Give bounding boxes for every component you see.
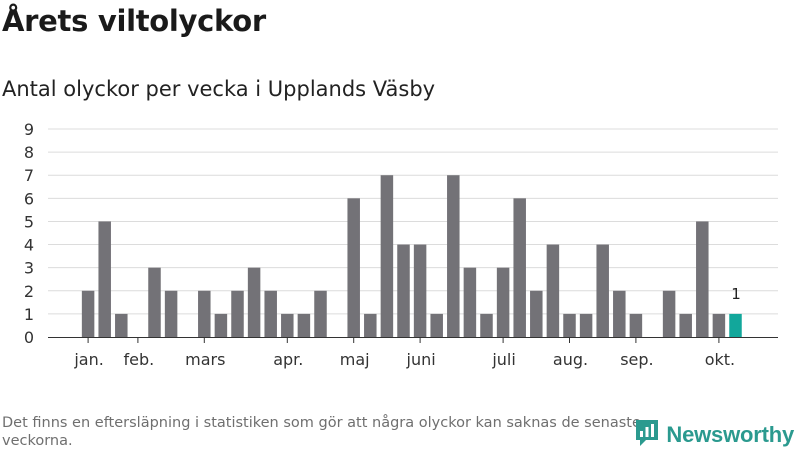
bar-week-10 [214, 313, 228, 337]
x-tick-label-okt.: okt. [705, 350, 735, 369]
footnote: Det finns en eftersläpning i statistiken… [2, 415, 641, 449]
x-tick-label-feb.: feb. [124, 350, 155, 369]
newsworthy-logo-icon [634, 418, 660, 452]
y-axis-ticks: 0 1 2 3 4 5 6 7 8 9 [24, 120, 34, 347]
y-tick-label-7: 7 [24, 166, 34, 185]
x-axis-ticks: jan. feb. mars apr. maj juni juli aug. sep. okt. [73, 337, 735, 369]
brand-name: Newsworthy [666, 422, 794, 447]
bar-week-14 [281, 313, 294, 337]
bars [81, 175, 742, 337]
bar-week-9 [198, 290, 211, 337]
bar-week-34 [613, 290, 626, 337]
bar-week-31 [563, 313, 576, 337]
bar-week-29 [530, 290, 543, 337]
bar-week-32 [579, 313, 593, 337]
bar-week-21 [397, 244, 410, 337]
x-tick-label-juli: juli [491, 350, 515, 369]
bar-week-38 [679, 313, 692, 337]
bar-week-22 [413, 244, 427, 337]
y-tick-label-3: 3 [24, 259, 34, 278]
bar-week-41 [729, 313, 742, 337]
bar-week-11 [231, 290, 244, 337]
bar-week-39 [696, 221, 709, 337]
chart-title: Årets viltolyckor [2, 4, 266, 38]
bar-week-24 [447, 175, 460, 337]
data-label-week-41: 1 [731, 285, 741, 303]
bar-week-33 [596, 244, 609, 337]
bar-week-28 [513, 198, 526, 337]
bar-week-30 [546, 244, 560, 337]
bar-week-20 [380, 175, 394, 337]
y-tick-label-4: 4 [24, 236, 34, 255]
y-tick-label-5: 5 [24, 212, 34, 231]
bar-chart: 0 1 2 3 4 5 6 7 8 9 jan. feb. mars apr. maj juni juli au… [24, 120, 778, 369]
grid-lines [48, 128, 778, 338]
x-tick-label-jan.: jan. [73, 350, 103, 369]
y-tick-label-2: 2 [24, 282, 34, 301]
bar-week-12 [247, 267, 261, 337]
bar-week-25 [463, 267, 477, 337]
bar-week-15 [297, 313, 311, 337]
brand-logo[interactable]: Newsworthy [634, 419, 794, 451]
bar-week-26 [480, 313, 493, 337]
x-tick-label-mars: mars [185, 350, 225, 369]
y-tick-label-6: 6 [24, 189, 34, 208]
bar-week-13 [264, 290, 277, 337]
y-tick-label-8: 8 [24, 143, 34, 162]
chart-subtitle: Antal olyckor per vecka i Upplands Väsby [2, 77, 436, 101]
bar-week-23 [430, 313, 443, 337]
x-tick-label-apr.: apr. [273, 350, 303, 369]
bar-week-27 [496, 267, 510, 337]
bar-week-7 [164, 290, 178, 337]
bar-week-2 [81, 290, 95, 337]
data-labels: 1 [731, 285, 741, 303]
bar-week-19 [364, 313, 377, 337]
y-tick-label-0: 0 [24, 328, 34, 347]
bar-week-40 [712, 313, 726, 337]
x-tick-label-maj: maj [340, 350, 370, 369]
x-tick-label-aug.: aug. [553, 350, 588, 369]
x-tick-label-sep.: sep. [620, 350, 653, 369]
bar-week-6 [148, 267, 161, 337]
bar-week-4 [115, 313, 128, 337]
bar-week-16 [314, 290, 327, 337]
bar-week-35 [629, 313, 643, 337]
y-tick-label-1: 1 [24, 305, 34, 324]
y-tick-label-9: 9 [24, 120, 34, 139]
x-tick-label-juni: juni [406, 350, 436, 369]
bar-week-3 [98, 221, 111, 337]
bar-week-18 [347, 198, 360, 337]
bar-week-37 [662, 290, 676, 337]
